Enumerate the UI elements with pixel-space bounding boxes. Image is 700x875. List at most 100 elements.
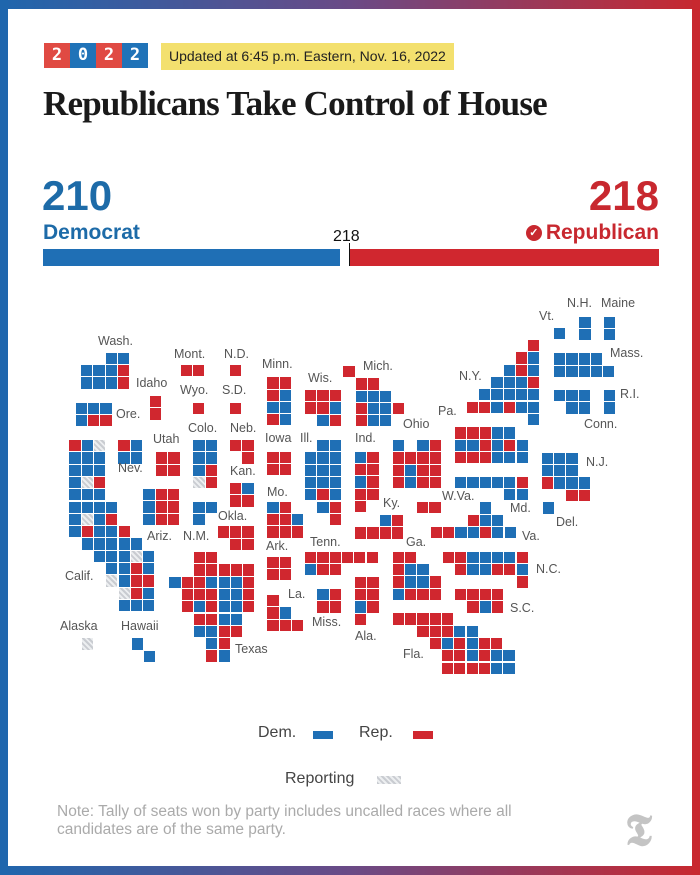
dem-seat bbox=[405, 564, 417, 576]
dem-seat bbox=[81, 377, 93, 389]
legend-dem-swatch bbox=[313, 731, 333, 739]
dem-seat bbox=[75, 402, 87, 414]
dem-seat bbox=[81, 440, 93, 452]
dem-seat bbox=[491, 439, 504, 451]
dem-seat bbox=[479, 601, 491, 613]
rep-seat bbox=[355, 613, 367, 625]
rep-seat bbox=[106, 513, 118, 526]
dem-seat bbox=[193, 601, 206, 613]
dem-seat bbox=[405, 464, 417, 476]
rep-seat bbox=[193, 402, 205, 414]
state-label: Pa. bbox=[438, 404, 457, 418]
dem-seat bbox=[81, 452, 93, 464]
year-digit: 2 bbox=[96, 43, 122, 68]
rep-seat bbox=[417, 501, 429, 513]
dem-seat bbox=[379, 515, 391, 527]
updated-timestamp: Updated at 6:45 p.m. Eastern, Nov. 16, 2… bbox=[161, 43, 454, 70]
dem-seat bbox=[81, 501, 93, 513]
dem-seat bbox=[317, 452, 329, 464]
dem-seat bbox=[503, 376, 515, 389]
rep-seat bbox=[405, 613, 417, 625]
reporting-seat bbox=[118, 587, 130, 599]
dem-seat bbox=[367, 415, 380, 427]
rep-seat bbox=[391, 515, 404, 527]
dem-seat bbox=[93, 513, 106, 526]
rep-seat bbox=[405, 452, 417, 464]
rep-seat bbox=[118, 440, 130, 452]
rep-seat bbox=[429, 476, 441, 489]
rep-seat bbox=[267, 607, 279, 619]
dem-seat bbox=[317, 464, 329, 476]
dem-seat bbox=[554, 328, 566, 340]
dem-seat bbox=[193, 501, 205, 513]
rep-seat bbox=[454, 662, 466, 674]
rep-seat bbox=[317, 402, 329, 414]
rep-seat bbox=[130, 575, 143, 587]
dem-seat bbox=[405, 476, 417, 489]
rep-seat bbox=[218, 638, 230, 650]
dem-seat bbox=[279, 414, 291, 426]
rep-seat bbox=[206, 601, 218, 613]
dem-seat bbox=[541, 452, 553, 464]
rep-seat bbox=[230, 625, 243, 638]
rep-seat bbox=[405, 551, 417, 563]
rep-seat bbox=[366, 551, 378, 563]
dem-seat bbox=[554, 353, 566, 365]
dem-seat bbox=[329, 440, 341, 452]
rep-seat bbox=[467, 601, 479, 613]
rep-label-group: ✓ Republican bbox=[525, 221, 659, 245]
state-label: Hawaii bbox=[121, 619, 159, 633]
page-title: Republicans Take Control of House bbox=[43, 84, 548, 123]
rep-label: Republican bbox=[545, 221, 659, 244]
rep-seat bbox=[455, 451, 467, 464]
rep-seat bbox=[491, 564, 504, 576]
rep-seat bbox=[243, 601, 255, 613]
dem-seat bbox=[479, 502, 492, 514]
rep-seat bbox=[491, 637, 503, 650]
rep-seat bbox=[291, 526, 304, 538]
rep-seat bbox=[193, 576, 206, 588]
dem-seat bbox=[454, 625, 466, 637]
rep-seat bbox=[230, 402, 242, 414]
dem-seat bbox=[118, 538, 130, 550]
dem-seat bbox=[491, 650, 503, 662]
rep-seat bbox=[467, 589, 479, 601]
dem-seat bbox=[566, 402, 578, 414]
rep-seat bbox=[467, 427, 479, 439]
dem-seat bbox=[118, 563, 130, 575]
dem-seat bbox=[69, 464, 81, 476]
rep-seat bbox=[230, 538, 242, 550]
state-label: Fla. bbox=[403, 647, 424, 661]
state-label: S.C. bbox=[510, 601, 535, 615]
dem-seat bbox=[305, 464, 317, 476]
dem-seat bbox=[218, 588, 230, 601]
rep-seat bbox=[242, 495, 254, 507]
dem-seat bbox=[417, 440, 429, 452]
year-badge: 2 0 2 2 bbox=[44, 43, 148, 68]
dem-seat bbox=[528, 352, 540, 364]
rep-seat bbox=[443, 526, 455, 539]
rep-seat bbox=[355, 415, 367, 427]
rep-seat bbox=[267, 451, 279, 463]
dem-seat bbox=[504, 489, 516, 501]
dem-seat bbox=[143, 587, 155, 599]
rep-seat bbox=[267, 464, 279, 476]
rep-seat bbox=[155, 513, 167, 525]
dem-seat bbox=[131, 638, 143, 650]
rep-seat-count: 218 bbox=[588, 172, 659, 219]
state-label: Vt. bbox=[539, 309, 555, 323]
rep-seat bbox=[242, 526, 254, 538]
rep-seat bbox=[167, 513, 180, 525]
rep-seat bbox=[429, 464, 441, 476]
rep-seat bbox=[479, 401, 491, 413]
dem-seat bbox=[479, 514, 492, 526]
rep-seat bbox=[515, 352, 528, 364]
state-label: Ark. bbox=[266, 539, 289, 553]
dem-seat bbox=[93, 550, 106, 562]
dem-seat bbox=[317, 414, 329, 426]
rep-seat bbox=[205, 464, 217, 476]
rep-seat bbox=[93, 476, 106, 489]
dem-seat bbox=[566, 353, 578, 365]
dem-seat bbox=[193, 440, 205, 452]
dem-seat bbox=[81, 489, 93, 501]
